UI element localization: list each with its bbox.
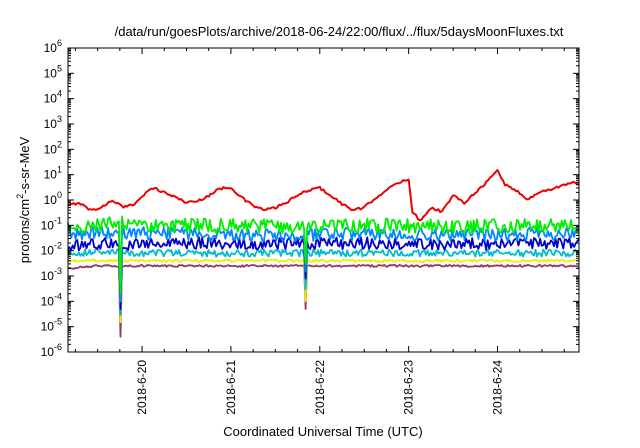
- x-axis-label: Coordinated Universal Time (UTC): [223, 424, 422, 439]
- y-tick-exponent: -6: [54, 342, 62, 352]
- y-tick-exponent: -1: [54, 215, 62, 225]
- y-axis: 10-610-510-410-310-210-11001011021031041…: [41, 38, 579, 359]
- y-tick-exponent: 1: [57, 165, 62, 175]
- y-tick-base: 10: [44, 41, 58, 55]
- series-line: [67, 215, 580, 295]
- y-tick-base: 10: [44, 142, 58, 156]
- y-tick-exponent: 0: [57, 190, 62, 200]
- series-layer: [67, 169, 580, 338]
- series-line: [67, 248, 580, 316]
- y-tick-exponent: -5: [54, 317, 62, 327]
- chart-title: /data/run/goesPlots/archive/2018-06-24/2…: [115, 24, 564, 39]
- y-tick-base: 10: [41, 294, 55, 308]
- y-tick-base: 10: [44, 117, 58, 131]
- y-tick-base: 10: [44, 66, 58, 80]
- y-tick-exponent: -3: [54, 266, 62, 276]
- series-line: [67, 264, 580, 338]
- y-tick-base: 10: [41, 218, 55, 232]
- y-tick-exponent: 5: [57, 63, 62, 73]
- y-tick-base: 10: [44, 92, 58, 106]
- y-tick-exponent: -4: [54, 291, 62, 301]
- series-line: [67, 258, 580, 324]
- y-tick-label: 104: [44, 89, 62, 106]
- series-line: [67, 226, 580, 303]
- y-tick-label: 10-2: [41, 241, 62, 258]
- x-tick-label: 2018-6-20: [135, 360, 149, 415]
- y-tick-exponent: 4: [57, 89, 62, 99]
- y-tick-exponent: 2: [57, 139, 62, 149]
- y-tick-label: 101: [44, 165, 62, 182]
- y-tick-label: 10-3: [41, 266, 62, 283]
- y-tick-base: 10: [44, 193, 58, 207]
- y-tick-exponent: -2: [54, 241, 62, 251]
- plot-frame: [67, 47, 580, 353]
- y-axis-label-unit: protons/cm: [17, 199, 32, 263]
- y-tick-label: 10-1: [41, 215, 62, 232]
- x-tick-label: 2018-6-23: [402, 360, 416, 415]
- y-tick-label: 103: [44, 114, 62, 131]
- y-tick-label: 10-5: [41, 317, 62, 334]
- y-tick-label: 106: [44, 38, 62, 55]
- y-tick-label: 100: [44, 190, 62, 207]
- y-axis-label: protons/cm2-s-sr-MeV: [15, 136, 32, 263]
- y-tick-base: 10: [41, 320, 55, 334]
- y-tick-exponent: 3: [57, 114, 62, 124]
- y-tick-base: 10: [41, 244, 55, 258]
- y-tick-base: 10: [44, 168, 58, 182]
- y-tick-base: 10: [41, 269, 55, 283]
- y-axis-label-rest: -s-sr-MeV: [17, 136, 32, 193]
- y-tick-label: 10-4: [41, 291, 62, 308]
- x-tick-label: 2018-6-22: [313, 360, 327, 415]
- y-tick-label: 10-6: [41, 342, 62, 359]
- y-tick-base: 10: [41, 345, 55, 359]
- series-line: [67, 236, 580, 310]
- y-tick-exponent: 6: [57, 38, 62, 48]
- y-axis-label-exponent: 2: [15, 194, 25, 199]
- series-line: [67, 169, 580, 222]
- y-tick-label: 105: [44, 63, 62, 80]
- x-tick-label: 2018-6-21: [224, 360, 238, 415]
- x-tick-label: 2018-6-24: [491, 360, 505, 415]
- x-axis: 2018-6-20 2018-6-21 2018-6-22 2018-6-23 2018…: [74, 48, 565, 415]
- y-tick-label: 102: [44, 139, 62, 156]
